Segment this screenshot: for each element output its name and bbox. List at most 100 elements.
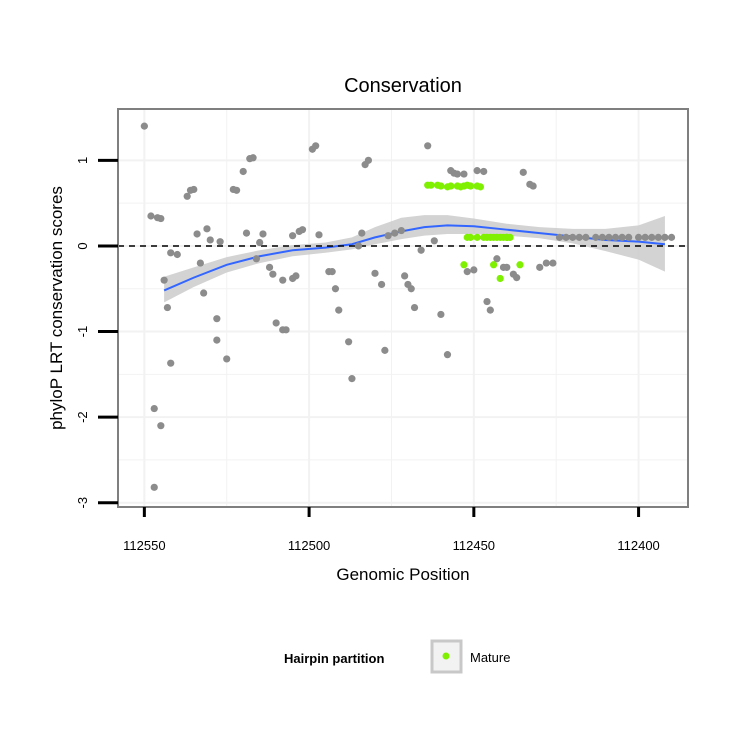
legend-label-mature: Mature: [470, 650, 510, 665]
point-other: [407, 285, 415, 293]
point-other: [173, 250, 181, 259]
point-other: [335, 306, 343, 314]
point-other: [315, 231, 323, 239]
point-other: [150, 404, 158, 413]
point-other: [569, 233, 577, 241]
legend-title: Hairpin partition: [284, 651, 384, 666]
point-other: [562, 233, 570, 241]
point-other: [424, 142, 432, 150]
point-other: [611, 233, 620, 241]
point-other: [203, 225, 211, 233]
x-tick-label: 112400: [617, 538, 659, 553]
point-other: [163, 303, 172, 312]
point-other: [167, 249, 175, 257]
point-mature: [473, 233, 481, 241]
y-tick-label: 1: [75, 157, 90, 164]
point-other: [401, 272, 409, 280]
point-other: [473, 167, 481, 175]
points-mature-series: [424, 181, 524, 283]
point-other: [282, 326, 290, 334]
point-other: [480, 167, 488, 176]
point-other: [358, 229, 366, 237]
point-other: [252, 255, 260, 263]
point-other: [289, 232, 297, 240]
point-other: [417, 246, 425, 254]
point-other: [519, 168, 527, 176]
point-other: [239, 167, 247, 176]
point-other: [348, 375, 356, 383]
y-axis: -3 -2 -1 0 1: [75, 157, 118, 509]
point-other: [667, 233, 676, 241]
point-other: [206, 236, 214, 244]
point-other: [377, 280, 386, 289]
point-other: [384, 232, 392, 240]
point-other: [460, 170, 468, 178]
legend-key-box: [430, 639, 463, 674]
point-other: [233, 186, 241, 194]
confidence-band-layer: [164, 215, 665, 303]
point-other: [493, 255, 501, 263]
point-other: [391, 229, 399, 237]
point-mature: [466, 233, 475, 241]
point-mature: [490, 261, 498, 269]
point-other: [397, 226, 405, 235]
point-other: [582, 233, 590, 241]
point-other: [443, 351, 452, 359]
point-other: [256, 238, 264, 247]
point-other: [140, 122, 148, 130]
point-other: [513, 274, 521, 282]
grid-lines: [118, 109, 688, 507]
point-mature: [516, 261, 524, 269]
legend-mature-dot: [442, 652, 450, 660]
point-other: [483, 297, 491, 306]
point-other: [542, 259, 550, 267]
y-axis-title: phyloP LRT conservation scores: [47, 186, 66, 430]
point-other: [625, 233, 633, 241]
point-other: [328, 268, 336, 276]
point-other: [157, 422, 165, 430]
point-other: [555, 233, 564, 241]
point-mature: [427, 181, 435, 189]
point-mature: [496, 233, 504, 241]
point-other: [345, 338, 353, 346]
point-other: [272, 319, 280, 327]
point-other: [463, 268, 471, 276]
point-other: [486, 306, 494, 314]
x-tick-label: 112500: [288, 538, 330, 553]
point-other: [453, 170, 461, 178]
point-other: [371, 269, 379, 277]
point-other: [167, 359, 175, 367]
chart-title: Conservation: [344, 75, 462, 97]
point-other: [265, 263, 274, 271]
point-other: [242, 229, 251, 237]
point-other: [183, 192, 191, 200]
point-mature: [447, 182, 455, 190]
point-other: [575, 233, 583, 241]
point-other: [437, 310, 445, 319]
point-other: [298, 226, 307, 234]
y-tick-label: -1: [75, 326, 90, 338]
point-other: [147, 212, 155, 220]
point-other: [160, 276, 168, 284]
point-mature: [476, 183, 485, 191]
point-other: [200, 289, 208, 297]
point-other: [157, 214, 165, 223]
point-other: [381, 346, 389, 354]
point-other: [312, 142, 320, 150]
point-mature: [496, 274, 504, 283]
point-other: [213, 336, 221, 344]
point-other: [529, 182, 537, 190]
point-other: [648, 233, 656, 241]
point-other: [661, 233, 669, 241]
point-other: [150, 483, 158, 491]
point-other: [223, 355, 231, 363]
confidence-band: [164, 215, 665, 303]
x-axis: 112550 112500 112450 112400: [123, 507, 660, 553]
point-other: [430, 237, 438, 245]
point-other: [641, 233, 649, 241]
point-mature: [483, 233, 491, 241]
y-tick-label: 0: [75, 242, 90, 249]
points-other-series: [140, 122, 676, 491]
plot-border: [117, 108, 689, 508]
